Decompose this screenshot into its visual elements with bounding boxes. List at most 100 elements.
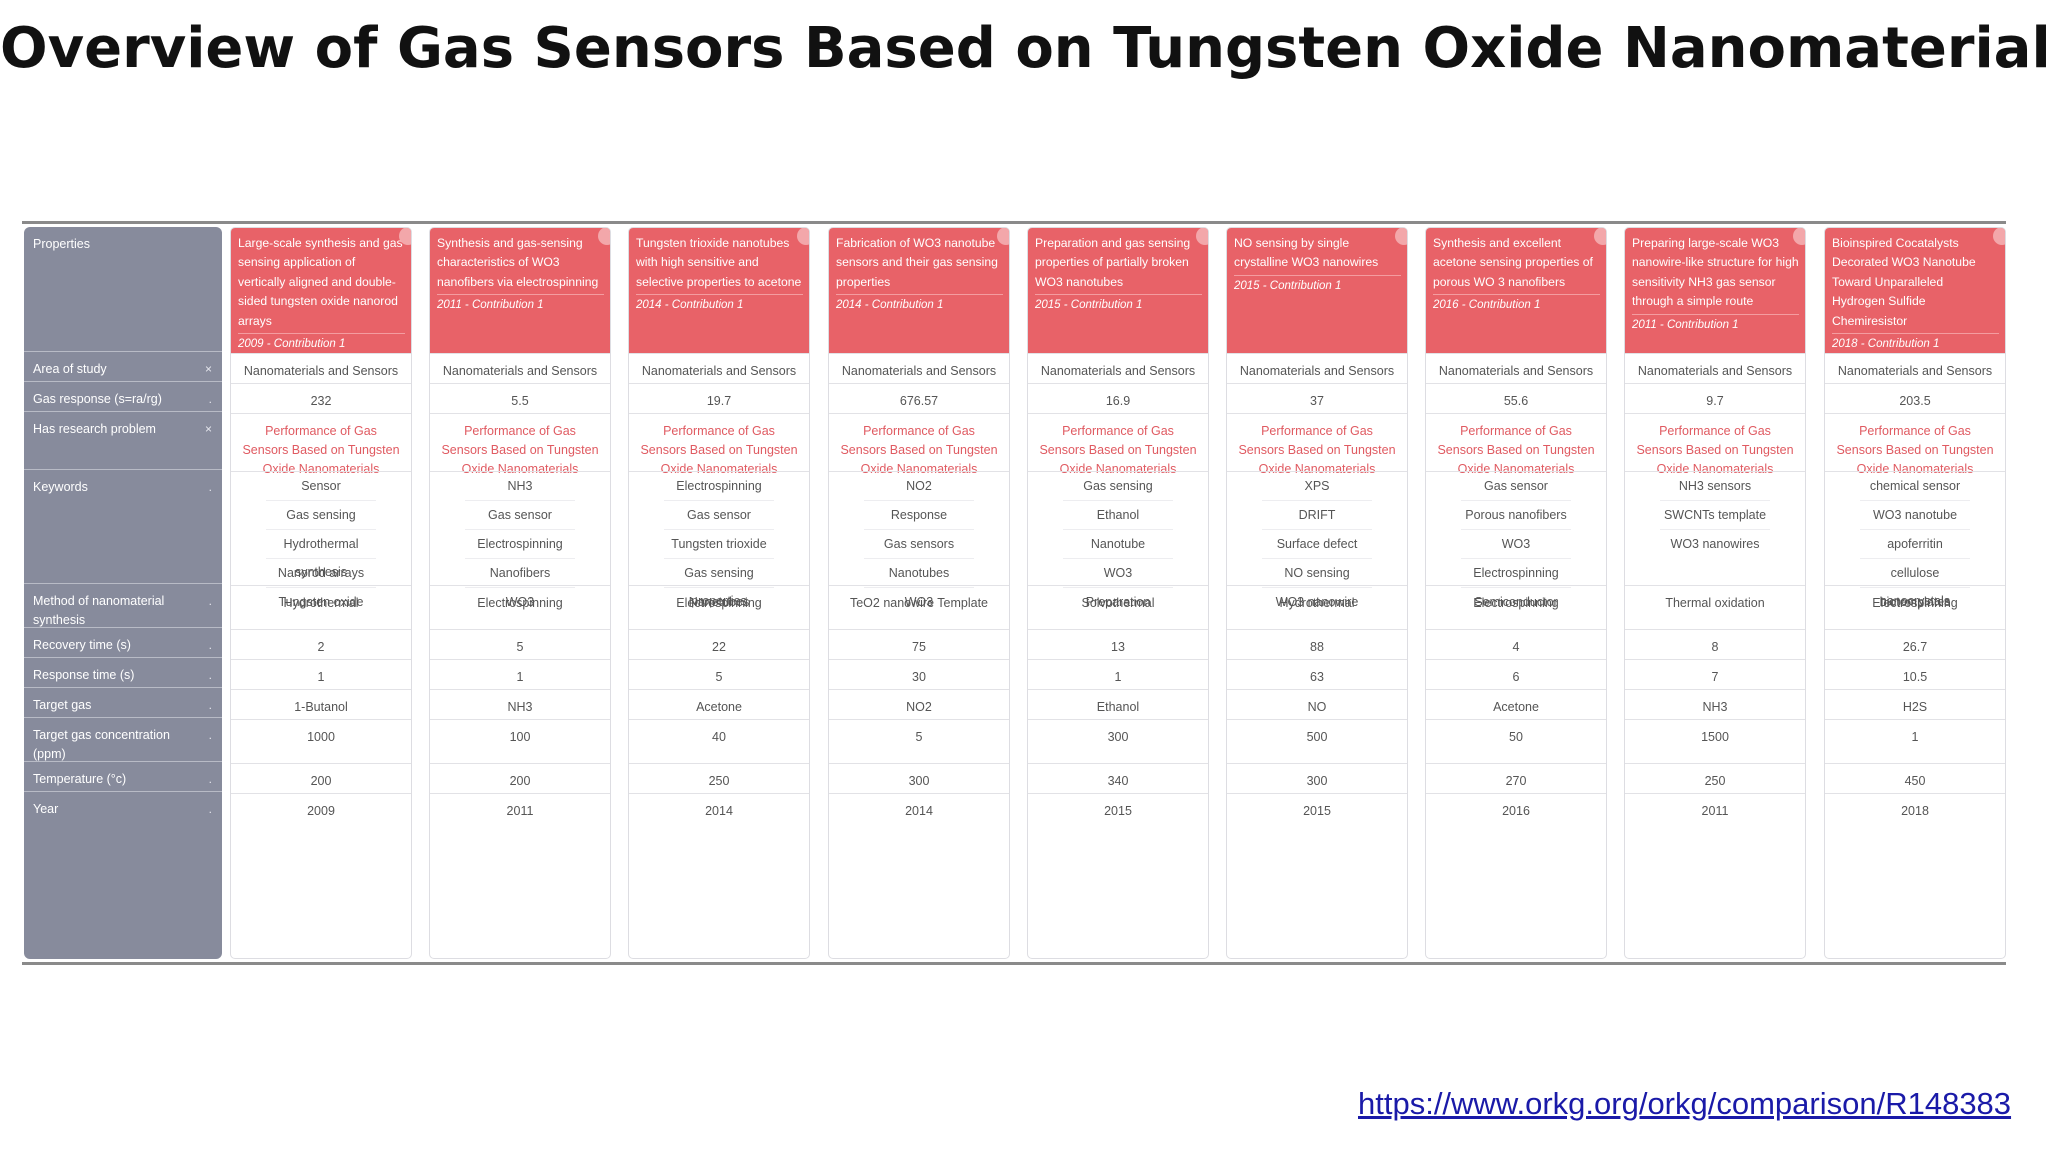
- paper-title[interactable]: Bioinspired Cocatalysts Decorated WO3 Na…: [1832, 236, 1976, 328]
- keyword-item[interactable]: WO3 nanowire: [1275, 595, 1359, 609]
- keyword-item[interactable]: Electrospinning: [465, 530, 575, 559]
- property-response-time[interactable]: Response time (s).: [24, 658, 222, 688]
- contribution-header[interactable]: Bioinspired Cocatalysts Decorated WO3 Na…: [1825, 228, 2005, 353]
- keyword-item[interactable]: Semiconductor: [1474, 595, 1558, 609]
- paper-title[interactable]: Synthesis and gas-sensing characteristic…: [437, 236, 599, 289]
- keyword-item[interactable]: Gas sensing properties: [664, 559, 774, 608]
- cell-area-of-study[interactable]: Nanomaterials and Sensors: [1825, 353, 2005, 383]
- keyword-item[interactable]: Gas sensing: [266, 501, 376, 530]
- property-handle-icon[interactable]: .: [208, 802, 212, 816]
- keyword-item[interactable]: Ethanol: [1063, 501, 1173, 530]
- contribution-header[interactable]: Synthesis and excellent acetone sensing …: [1426, 228, 1606, 353]
- keyword-item[interactable]: Gas sensor: [465, 501, 575, 530]
- keyword-item[interactable]: Nanotubes: [864, 559, 974, 588]
- keyword-item[interactable]: cellulose nanocrystals: [1860, 559, 1970, 608]
- property-synthesis-method[interactable]: Method of nanomaterial synthesis.: [24, 584, 222, 628]
- keyword-item[interactable]: Gas sensing: [1063, 472, 1173, 501]
- cell-area-of-study[interactable]: Nanomaterials and Sensors: [1625, 353, 1805, 383]
- cell-research-problem[interactable]: Performance of Gas Sensors Based on Tung…: [430, 413, 610, 476]
- property-keywords[interactable]: Keywords.: [24, 470, 222, 584]
- remove-contribution-icon[interactable]: [997, 228, 1009, 245]
- property-handle-icon[interactable]: .: [208, 728, 212, 742]
- property-target-gas[interactable]: Target gas.: [24, 688, 222, 718]
- keyword-item[interactable]: Tungsten oxide: [278, 595, 364, 609]
- cell-research-problem[interactable]: Performance of Gas Sensors Based on Tung…: [1426, 413, 1606, 476]
- property-research-problem[interactable]: Has research problem ×: [24, 412, 222, 470]
- keyword-item[interactable]: WO3 nanowires: [1670, 537, 1760, 551]
- paper-title[interactable]: Large-scale synthesis and gas sensing ap…: [238, 236, 403, 328]
- property-handle-icon[interactable]: .: [208, 772, 212, 786]
- keyword-item[interactable]: Electrospinning: [664, 472, 774, 501]
- property-handle-icon[interactable]: .: [208, 638, 212, 652]
- contribution-header[interactable]: Preparing large-scale WO3 nanowire-like …: [1625, 228, 1805, 353]
- remove-contribution-icon[interactable]: [1594, 228, 1606, 245]
- orkg-comparison-link[interactable]: https://www.orkg.org/orkg/comparison/R14…: [1358, 1086, 2012, 1121]
- keyword-item[interactable]: Response: [864, 501, 974, 530]
- keyword-item[interactable]: Gas sensor: [664, 501, 774, 530]
- keyword-item[interactable]: XPS: [1262, 472, 1372, 501]
- keyword-item[interactable]: Tungsten trioxide: [664, 530, 774, 559]
- cell-research-problem[interactable]: Performance of Gas Sensors Based on Tung…: [829, 413, 1009, 476]
- remove-contribution-icon[interactable]: [1196, 228, 1208, 245]
- contribution-header[interactable]: Tungsten trioxide nanotubes with high se…: [629, 228, 809, 353]
- paper-title[interactable]: Synthesis and excellent acetone sensing …: [1433, 236, 1593, 289]
- remove-contribution-icon[interactable]: [1793, 228, 1805, 245]
- keyword-item[interactable]: Nanotube: [1063, 530, 1173, 559]
- keyword-item[interactable]: Preparation: [1085, 595, 1151, 609]
- keyword-item[interactable]: Gas sensor: [1461, 472, 1571, 501]
- paper-title[interactable]: NO sensing by single crystalline WO3 nan…: [1234, 236, 1379, 270]
- paper-title[interactable]: Preparing large-scale WO3 nanowire-like …: [1632, 236, 1799, 309]
- keyword-item[interactable]: DRIFT: [1262, 501, 1372, 530]
- keyword-item[interactable]: NO2: [864, 472, 974, 501]
- keyword-item[interactable]: NO sensing: [1262, 559, 1372, 588]
- keyword-item[interactable]: Gas sensors: [864, 530, 974, 559]
- cell-research-problem[interactable]: Performance of Gas Sensors Based on Tung…: [1227, 413, 1407, 476]
- cell-area-of-study[interactable]: Nanomaterials and Sensors: [1426, 353, 1606, 383]
- contribution-header[interactable]: Preparation and gas sensing properties o…: [1028, 228, 1208, 353]
- cell-research-problem[interactable]: Performance of Gas Sensors Based on Tung…: [231, 413, 411, 476]
- cell-research-problem[interactable]: Performance of Gas Sensors Based on Tung…: [1028, 413, 1208, 476]
- cell-research-problem[interactable]: Performance of Gas Sensors Based on Tung…: [1625, 413, 1805, 476]
- keyword-item[interactable]: Nanorod arrays: [266, 559, 376, 588]
- cell-research-problem[interactable]: Performance of Gas Sensors Based on Tung…: [629, 413, 809, 476]
- cell-research-problem[interactable]: Performance of Gas Sensors Based on Tung…: [1825, 413, 2005, 476]
- keyword-item[interactable]: Electrospinning: [1461, 559, 1571, 588]
- contribution-header[interactable]: Fabrication of WO3 nanotube sensors and …: [829, 228, 1009, 353]
- remove-contribution-icon[interactable]: [797, 228, 809, 245]
- remove-contribution-icon[interactable]: [399, 228, 411, 245]
- contribution-header[interactable]: NO sensing by single crystalline WO3 nan…: [1227, 228, 1407, 353]
- keyword-item[interactable]: Sensor: [266, 472, 376, 501]
- keyword-item[interactable]: WO3: [505, 595, 535, 609]
- property-handle-icon[interactable]: .: [208, 698, 212, 712]
- property-handle-icon[interactable]: .: [208, 480, 212, 494]
- property-recovery-time[interactable]: Recovery time (s).: [24, 628, 222, 658]
- remove-property-icon[interactable]: ×: [204, 362, 212, 376]
- cell-area-of-study[interactable]: Nanomaterials and Sensors: [1227, 353, 1407, 383]
- keyword-item[interactable]: Surface defect: [1262, 530, 1372, 559]
- contribution-header[interactable]: Synthesis and gas-sensing characteristic…: [430, 228, 610, 353]
- property-temperature[interactable]: Temperature (°c).: [24, 762, 222, 792]
- property-properties-header[interactable]: Properties: [24, 227, 222, 352]
- property-handle-icon[interactable]: .: [208, 668, 212, 682]
- keyword-item[interactable]: biotemplates: [1879, 595, 1951, 609]
- keyword-item[interactable]: NH3 sensors: [1660, 472, 1770, 501]
- property-handle-icon[interactable]: .: [208, 392, 212, 406]
- keyword-item[interactable]: WO3: [904, 595, 934, 609]
- cell-area-of-study[interactable]: Nanomaterials and Sensors: [430, 353, 610, 383]
- keyword-item[interactable]: WO3: [1461, 530, 1571, 559]
- keyword-item[interactable]: WO3 nanotube: [1860, 501, 1970, 530]
- cell-area-of-study[interactable]: Nanomaterials and Sensors: [629, 353, 809, 383]
- paper-title[interactable]: Tungsten trioxide nanotubes with high se…: [636, 236, 802, 289]
- remove-contribution-icon[interactable]: [598, 228, 610, 245]
- keyword-item[interactable]: Nanofibers: [465, 559, 575, 588]
- remove-contribution-icon[interactable]: [1993, 228, 2005, 245]
- property-area-of-study[interactable]: Area of study ×: [24, 352, 222, 382]
- paper-title[interactable]: Fabrication of WO3 nanotube sensors and …: [836, 236, 998, 289]
- keyword-item[interactable]: WO3: [1063, 559, 1173, 588]
- keyword-item[interactable]: apoferritin: [1860, 530, 1970, 559]
- keyword-item[interactable]: chemical sensor: [1860, 472, 1970, 501]
- cell-area-of-study[interactable]: Nanomaterials and Sensors: [1028, 353, 1208, 383]
- property-target-concentration[interactable]: Target gas concentration (ppm).: [24, 718, 222, 762]
- keyword-item[interactable]: NH3: [465, 472, 575, 501]
- keyword-item[interactable]: Porous nanofibers: [1461, 501, 1571, 530]
